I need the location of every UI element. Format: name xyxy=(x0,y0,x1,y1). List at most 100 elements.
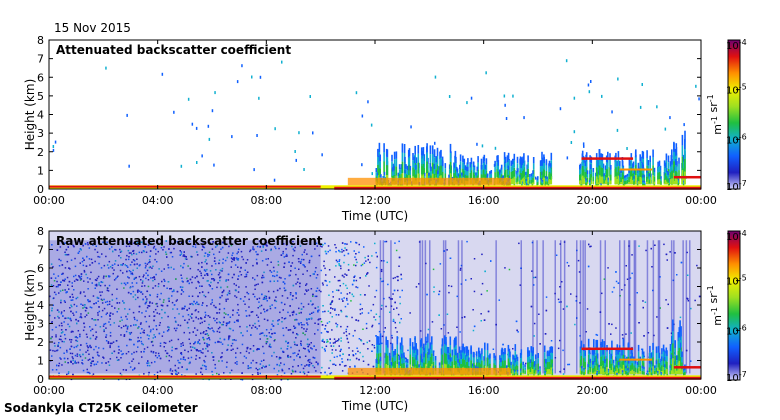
y-tick-label: 0 xyxy=(37,373,44,386)
surface-red-b xyxy=(334,186,701,190)
noise-streak xyxy=(652,240,655,374)
colorbar-bar xyxy=(727,39,741,190)
colorbar-tick-label: 10-6 xyxy=(726,132,747,146)
noise-streak xyxy=(658,240,661,374)
y-tick-label: 8 xyxy=(37,34,44,47)
noise-streak xyxy=(682,240,684,374)
noise-streak xyxy=(520,240,522,374)
noise-streak xyxy=(619,240,621,374)
y-tick-label: 4 xyxy=(37,299,44,312)
cloud-layer-3 xyxy=(673,175,701,179)
panel-1: 0 1 2 3 4 5 6 7 8 00:00 04:00 08:00 12:00 16:00 20:00 0… xyxy=(23,34,747,223)
noise-streak xyxy=(444,240,447,374)
y-tick-label: 5 xyxy=(37,281,44,294)
y-tick-label: 3 xyxy=(37,127,44,140)
noise-streak xyxy=(382,240,385,374)
x-axis-label: Time (UTC) xyxy=(341,209,408,223)
x-tick-label: 00:00 xyxy=(685,384,717,397)
x-tick-label: 08:00 xyxy=(250,384,282,397)
y-tick-label: 0 xyxy=(37,183,44,196)
colorbar-unit-label: m-1 sr-1 xyxy=(706,285,724,325)
surface-red-a xyxy=(49,185,321,188)
y-tick-label: 1 xyxy=(37,164,44,177)
date-label: 15 Nov 2015 xyxy=(54,21,131,35)
cloud-layer-2 xyxy=(619,358,653,361)
y-tick-label: 2 xyxy=(37,146,44,159)
colorbar-tick-label: 10-7 xyxy=(726,179,747,193)
noise-streak xyxy=(542,240,544,374)
surface-orange xyxy=(347,177,511,186)
noise-streak xyxy=(685,240,688,374)
x-tick-label: 00:00 xyxy=(685,194,717,207)
noise-streak xyxy=(429,240,431,374)
x-tick-label: 04:00 xyxy=(142,384,174,397)
panel-title: Attenuated backscatter coefficient xyxy=(56,43,291,57)
noise-streak xyxy=(689,240,691,374)
x-tick-label: 04:00 xyxy=(142,194,174,207)
y-axis-label: Height (km) xyxy=(23,269,37,340)
noise-streak xyxy=(536,240,538,374)
colorbar: 10-7 10-6 10-5 10-4 m-1 sr-1 xyxy=(706,229,747,384)
y-tick-label: 8 xyxy=(37,225,44,238)
y-tick-label: 6 xyxy=(37,262,44,275)
x-axis-label: Time (UTC) xyxy=(341,399,408,413)
surface-red-a xyxy=(49,375,321,378)
x-tick-label: 16:00 xyxy=(468,194,500,207)
noise-streak xyxy=(554,240,556,374)
colorbar-tick-label: 10-5 xyxy=(726,83,747,97)
colorbar-tick-label: 10-6 xyxy=(726,323,747,337)
surface-red-b xyxy=(334,376,701,380)
x-tick-label: 00:00 xyxy=(33,384,65,397)
y-tick-label: 3 xyxy=(37,318,44,331)
colorbar-tick-label: 10-4 xyxy=(726,38,747,52)
noise-streak xyxy=(634,240,637,374)
y-tick-label: 1 xyxy=(37,355,44,368)
noise-streak xyxy=(495,240,497,374)
y-tick-label: 7 xyxy=(37,53,44,66)
noise-field xyxy=(49,240,701,381)
colorbar-tick-label: 10-5 xyxy=(726,274,747,288)
y-tick-label: 5 xyxy=(37,90,44,103)
x-tick-label: 00:00 xyxy=(33,194,65,207)
noise-streak xyxy=(563,240,566,374)
y-tick-label: 7 xyxy=(37,244,44,257)
y-tick-label: 4 xyxy=(37,109,44,122)
instrument-label: Sodankyla CT25K ceilometer xyxy=(4,401,198,415)
noise-streak xyxy=(560,240,562,374)
noise-streak xyxy=(421,240,424,374)
x-tick-label: 12:00 xyxy=(359,194,391,207)
noise-streak xyxy=(582,240,584,374)
colorbar-tick-label: 10-7 xyxy=(726,370,747,384)
noise-streak xyxy=(628,240,631,374)
noise-streak xyxy=(379,240,382,374)
panel-title: Raw attenuated backscatter coefficient xyxy=(56,234,323,248)
surface-orange xyxy=(347,367,511,376)
noise-streak xyxy=(457,240,460,374)
noise-streak xyxy=(670,240,673,374)
noise-streak xyxy=(623,240,626,374)
noise-streak xyxy=(599,240,602,374)
noise-streak xyxy=(532,240,534,374)
noise-streak xyxy=(579,240,582,374)
x-tick-label: 20:00 xyxy=(576,194,608,207)
noise-streak xyxy=(576,240,578,374)
noise-streak xyxy=(461,240,463,374)
x-tick-label: 16:00 xyxy=(468,384,500,397)
noise-streak xyxy=(584,240,586,374)
cloud-layer-3 xyxy=(673,366,701,369)
noise-streak xyxy=(633,240,636,374)
noise-streak xyxy=(604,240,606,374)
x-tick-label: 08:00 xyxy=(250,194,282,207)
colorbar-tick-label: 10-4 xyxy=(726,229,747,243)
x-tick-label: 20:00 xyxy=(576,384,608,397)
cloud-layer-1 xyxy=(581,347,634,351)
noise-streak xyxy=(390,240,392,374)
noise-streak xyxy=(628,240,630,374)
x-tick-label: 12:00 xyxy=(359,384,391,397)
colorbar-bar xyxy=(727,230,741,381)
colorbar-unit-label: m-1 sr-1 xyxy=(706,94,724,134)
noise-streak xyxy=(646,240,649,374)
noise-streak xyxy=(657,240,660,374)
